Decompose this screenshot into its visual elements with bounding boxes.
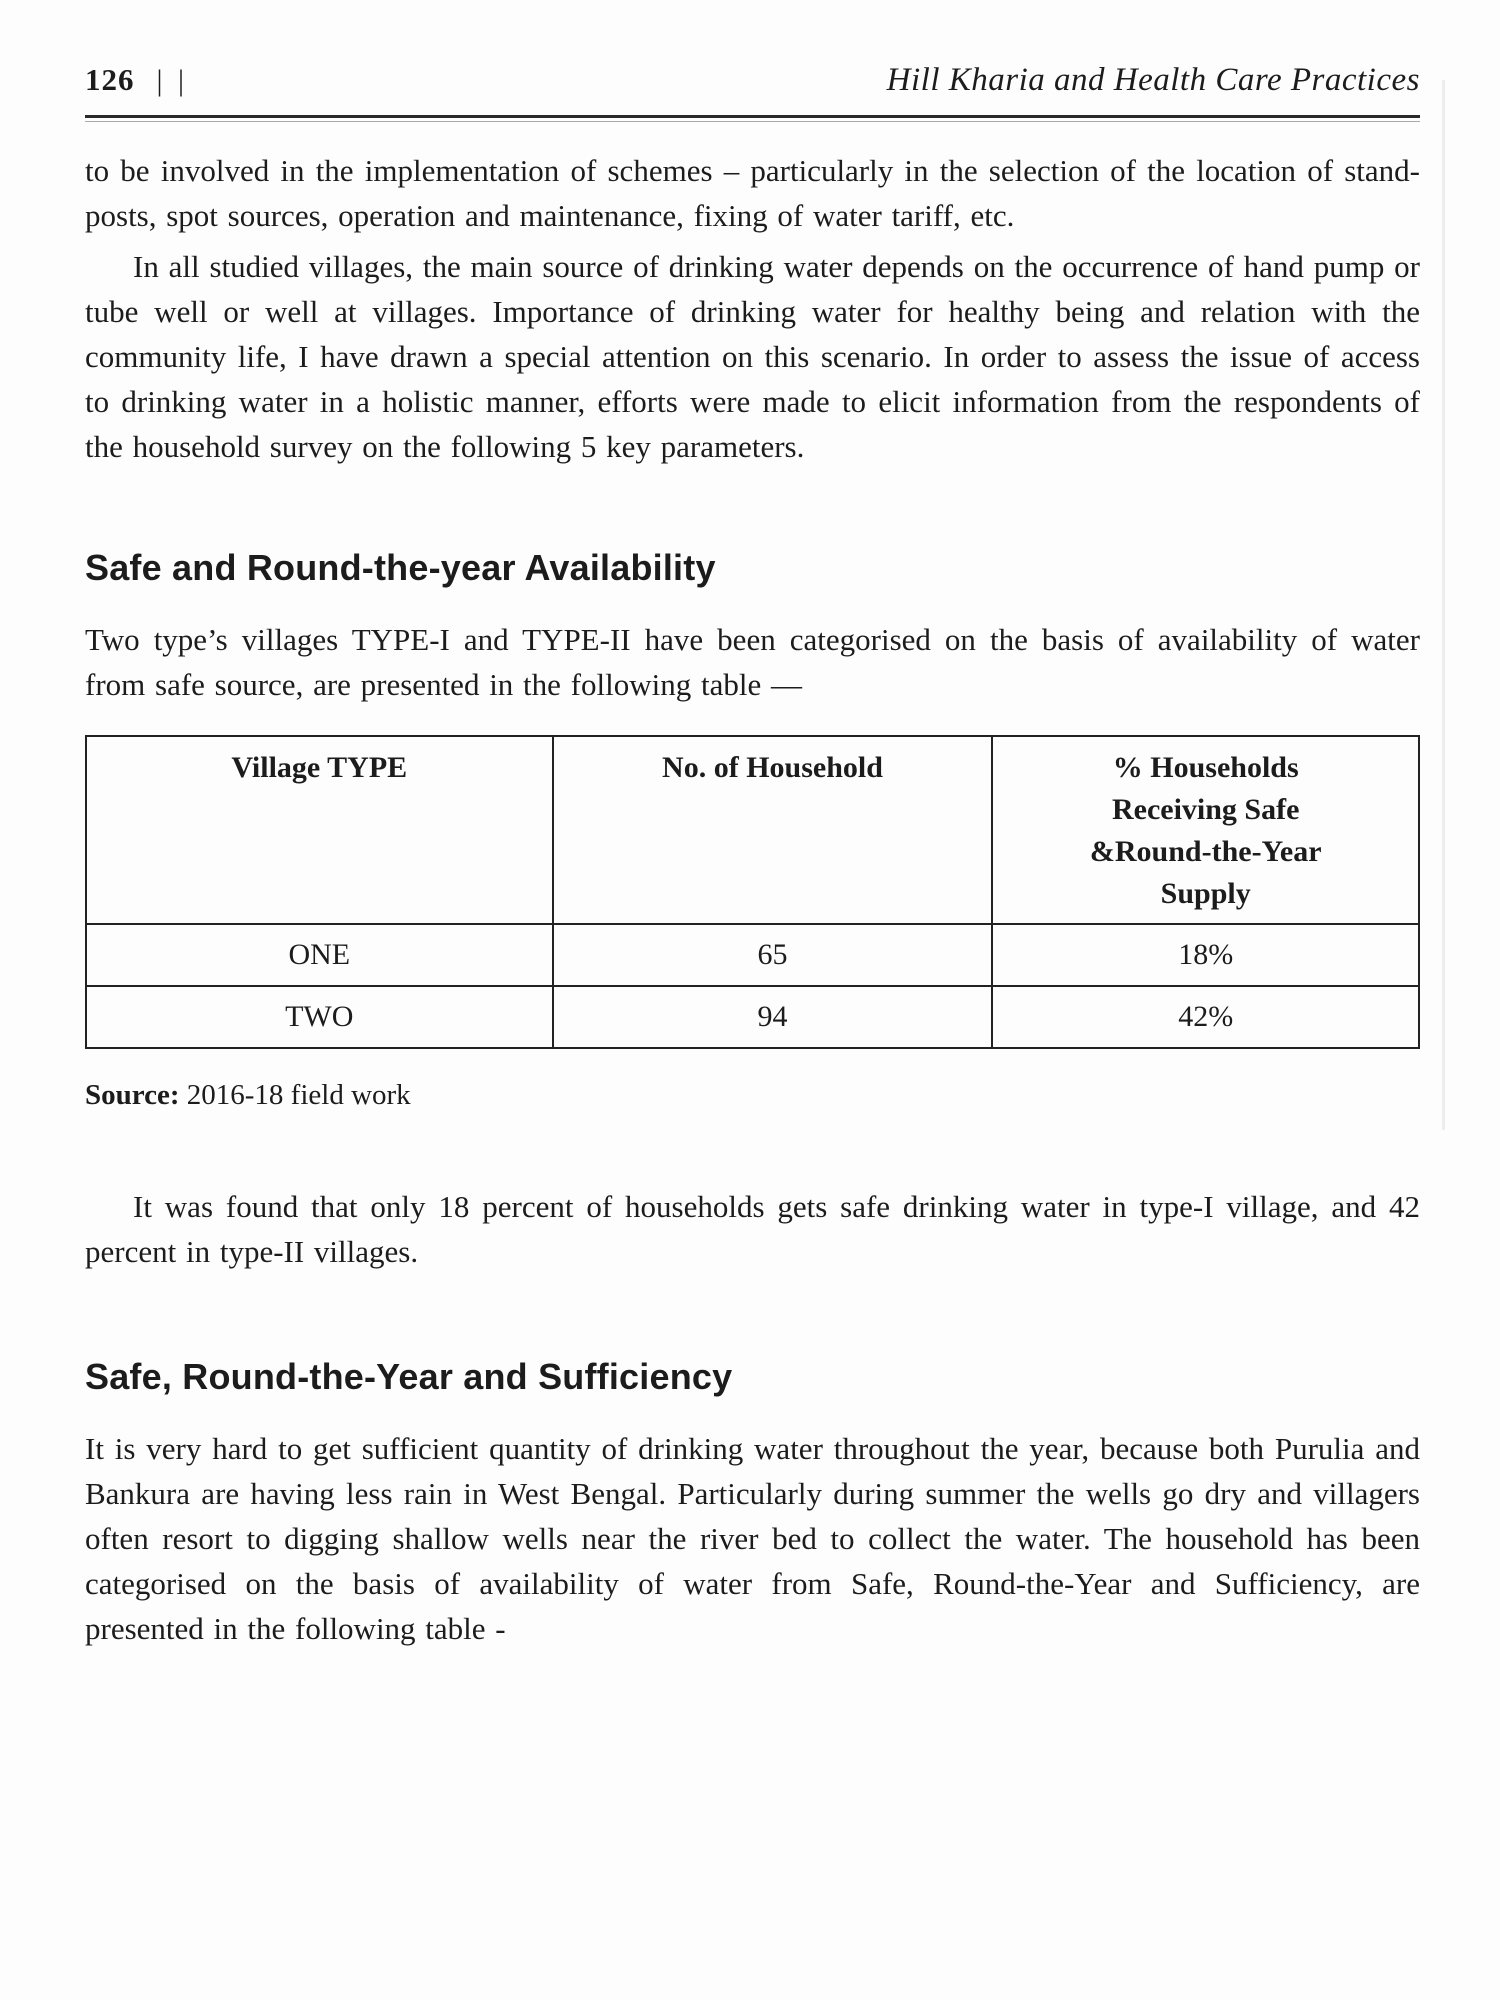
table-row: ONE 65 18% xyxy=(85,923,1420,987)
col-header-village-type: Village TYPE xyxy=(85,735,554,925)
cell-no-of-household: 94 xyxy=(551,985,994,1049)
col-header-pct-households: % Households Receiving Safe &Round-the-Y… xyxy=(991,735,1420,925)
cell-no-of-household: 65 xyxy=(551,923,994,987)
section2-paragraph: It is very hard to get sufficient quanti… xyxy=(85,1431,1420,1646)
col-header-no-of-household: No. of Household xyxy=(551,735,994,925)
table-row: TWO 94 42% xyxy=(85,985,1420,1049)
cell-village-type: ONE xyxy=(85,923,554,987)
source-label: Source: xyxy=(85,1079,180,1111)
paragraph-drinking-water: In all studied villages, the main source… xyxy=(85,249,1420,464)
page-number: 126 xyxy=(85,62,135,97)
source-text: 2016-18 field work xyxy=(179,1079,411,1111)
header-separator: | | xyxy=(156,64,189,97)
cell-pct-households: 42% xyxy=(991,985,1420,1049)
table-header-row: Village TYPE No. of Household % Househol… xyxy=(85,735,1420,925)
cell-village-type: TWO xyxy=(85,985,554,1049)
finding-paragraph: It was found that only 18 percent of hou… xyxy=(85,1189,1420,1269)
availability-table: Village TYPE No. of Household % Househol… xyxy=(85,735,1420,1049)
folio: 126 | | xyxy=(85,62,188,98)
running-title: Hill Kharia and Health Care Practices xyxy=(886,62,1420,98)
section2-heading: Safe, Round-the-Year and Sufficiency xyxy=(85,1356,733,1397)
paragraph-continuation: to be involved in the implementation of … xyxy=(85,153,1420,233)
header-rule xyxy=(85,115,1420,122)
section1-intro: Two type’s villages TYPE-I and TYPE-II h… xyxy=(85,622,1420,702)
section1-heading: Safe and Round-the-year Availability xyxy=(85,547,716,588)
scan-artifact-line xyxy=(1442,80,1445,1130)
cell-pct-households: 18% xyxy=(991,923,1420,987)
source-note: Source: 2016-18 field work xyxy=(85,1079,1420,1112)
page-header: 126 | | Hill Kharia and Health Care Pract… xyxy=(85,62,1420,99)
